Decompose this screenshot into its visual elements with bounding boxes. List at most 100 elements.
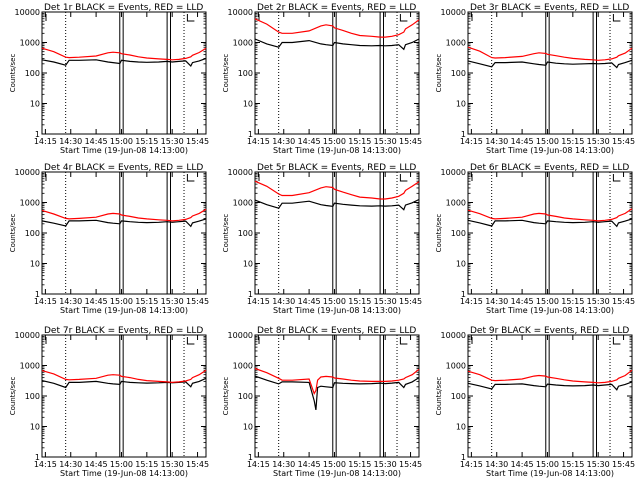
y-tick-label: 1000 bbox=[446, 199, 466, 208]
x-tick-label: 14:30 bbox=[272, 137, 295, 146]
series-lld-line bbox=[467, 46, 633, 61]
x-tick-label: 15:30 bbox=[374, 460, 397, 469]
series-lld-line bbox=[41, 208, 207, 222]
x-tick-label: 14:30 bbox=[59, 297, 82, 306]
x-tick-label: 14:15 bbox=[34, 297, 57, 306]
x-tick-label: 14:45 bbox=[85, 137, 108, 146]
x-tick-label: 14:15 bbox=[247, 137, 270, 146]
x-tick-label: 15:00 bbox=[323, 137, 346, 146]
y-tick-label: 10000 bbox=[228, 168, 253, 177]
x-tick-label: 14:30 bbox=[272, 460, 295, 469]
plot-frame bbox=[467, 171, 633, 295]
x-axis-label: Start Time (19-Jun-08 14:13:00) bbox=[273, 146, 401, 155]
y-tick-label: 10 bbox=[30, 260, 40, 269]
x-tick-label: 15:00 bbox=[110, 137, 133, 146]
x-tick-label: 14:45 bbox=[511, 137, 534, 146]
series-lld-line bbox=[467, 369, 633, 384]
x-tick-label: 15:15 bbox=[348, 460, 371, 469]
x-tick-label: 15:45 bbox=[399, 297, 422, 306]
x-axis-label: Start Time (19-Jun-08 14:13:00) bbox=[273, 306, 401, 315]
corner-bracket bbox=[612, 337, 621, 345]
x-tick-label: 15:30 bbox=[161, 137, 184, 146]
x-tick-label: 14:45 bbox=[85, 460, 108, 469]
plot-frame bbox=[41, 334, 207, 458]
series-lld-line bbox=[254, 180, 420, 200]
x-tick-label: 15:45 bbox=[186, 460, 209, 469]
panel-title: Det 5r BLACK = Events, RED = LLD bbox=[257, 163, 416, 173]
x-tick-label: 15:30 bbox=[161, 460, 184, 469]
y-tick-label: 100 bbox=[238, 392, 253, 401]
x-tick-label: 15:45 bbox=[186, 137, 209, 146]
y-tick-label: 10000 bbox=[441, 8, 466, 17]
y-axis-label: Counts/sec bbox=[222, 377, 230, 416]
x-tick-label: 15:45 bbox=[612, 297, 635, 306]
y-tick-label: 10 bbox=[243, 100, 253, 109]
panel-title: Det 8r BLACK = Events, RED = LLD bbox=[257, 326, 416, 336]
panel-3: Det 3r BLACK = Events, RED = LLD 1 10 100 10… bbox=[435, 3, 635, 155]
series-lld-line bbox=[254, 18, 420, 38]
y-tick-label: 10000 bbox=[441, 331, 466, 340]
y-tick-label: 1 bbox=[461, 290, 466, 299]
y-tick-label: 1 bbox=[248, 290, 253, 299]
x-tick-label: 14:30 bbox=[272, 297, 295, 306]
x-tick-label: 14:30 bbox=[485, 297, 508, 306]
x-tick-label: 14:30 bbox=[59, 137, 82, 146]
panel-title: Det 2r BLACK = Events, RED = LLD bbox=[257, 3, 416, 13]
series-events-line bbox=[254, 375, 420, 411]
series-events-line bbox=[41, 57, 207, 68]
y-tick-label: 10 bbox=[456, 423, 466, 432]
y-tick-label: 10000 bbox=[15, 8, 40, 17]
y-axis-label: Counts/sec bbox=[435, 214, 443, 253]
series-events-line bbox=[41, 377, 207, 389]
x-tick-label: 14:45 bbox=[85, 297, 108, 306]
y-tick-label: 1 bbox=[461, 130, 466, 139]
x-tick-label: 15:45 bbox=[399, 137, 422, 146]
y-tick-label: 100 bbox=[451, 392, 466, 401]
y-tick-label: 10 bbox=[456, 260, 466, 269]
x-tick-label: 15:00 bbox=[536, 460, 559, 469]
x-tick-label: 15:15 bbox=[135, 297, 158, 306]
panel-9: Det 9r BLACK = Events, RED = LLD 1 10 100 10… bbox=[435, 326, 635, 478]
y-tick-label: 1 bbox=[35, 453, 40, 462]
y-tick-label: 1 bbox=[248, 130, 253, 139]
y-axis-label: Counts/sec bbox=[435, 377, 443, 416]
y-tick-label: 10000 bbox=[441, 168, 466, 177]
x-tick-label: 15:30 bbox=[374, 137, 397, 146]
plot-frame bbox=[467, 11, 633, 135]
series-events-line bbox=[467, 59, 633, 69]
x-axis-label: Start Time (19-Jun-08 14:13:00) bbox=[60, 306, 188, 315]
y-tick-label: 1000 bbox=[233, 362, 253, 371]
y-tick-label: 100 bbox=[451, 69, 466, 78]
x-tick-label: 14:15 bbox=[460, 460, 483, 469]
x-tick-label: 14:15 bbox=[460, 137, 483, 146]
panel-6: Det 6r BLACK = Events, RED = LLD 1 10 100 10… bbox=[435, 163, 635, 315]
y-tick-label: 1 bbox=[35, 290, 40, 299]
x-tick-label: 14:30 bbox=[59, 460, 82, 469]
x-tick-label: 15:45 bbox=[612, 137, 635, 146]
x-tick-label: 15:30 bbox=[374, 297, 397, 306]
corner-bracket bbox=[399, 337, 408, 345]
y-tick-label: 100 bbox=[238, 229, 253, 238]
x-tick-label: 15:00 bbox=[536, 297, 559, 306]
x-axis-label: Start Time (19-Jun-08 14:13:00) bbox=[486, 306, 614, 315]
x-tick-label: 15:15 bbox=[561, 137, 584, 146]
y-tick-label: 1000 bbox=[446, 362, 466, 371]
series-lld-line bbox=[41, 369, 207, 384]
x-tick-label: 15:00 bbox=[323, 297, 346, 306]
panel-title: Det 7r BLACK = Events, RED = LLD bbox=[44, 326, 203, 336]
x-tick-label: 14:15 bbox=[34, 460, 57, 469]
series-lld-line bbox=[254, 367, 420, 396]
x-tick-label: 14:45 bbox=[511, 460, 534, 469]
x-tick-label: 15:45 bbox=[186, 297, 209, 306]
x-axis-label: Start Time (19-Jun-08 14:13:00) bbox=[60, 469, 188, 478]
series-events-line bbox=[254, 38, 420, 51]
y-tick-label: 10 bbox=[243, 260, 253, 269]
y-tick-label: 100 bbox=[25, 229, 40, 238]
x-tick-label: 15:15 bbox=[135, 460, 158, 469]
panel-2: Det 2r BLACK = Events, RED = LLD 1 10 100 10… bbox=[222, 3, 422, 155]
corner-bracket bbox=[612, 14, 621, 22]
panel-title: Det 1r BLACK = Events, RED = LLD bbox=[44, 3, 203, 13]
x-axis-label: Start Time (19-Jun-08 14:13:00) bbox=[60, 146, 188, 155]
y-tick-label: 1000 bbox=[20, 39, 40, 48]
